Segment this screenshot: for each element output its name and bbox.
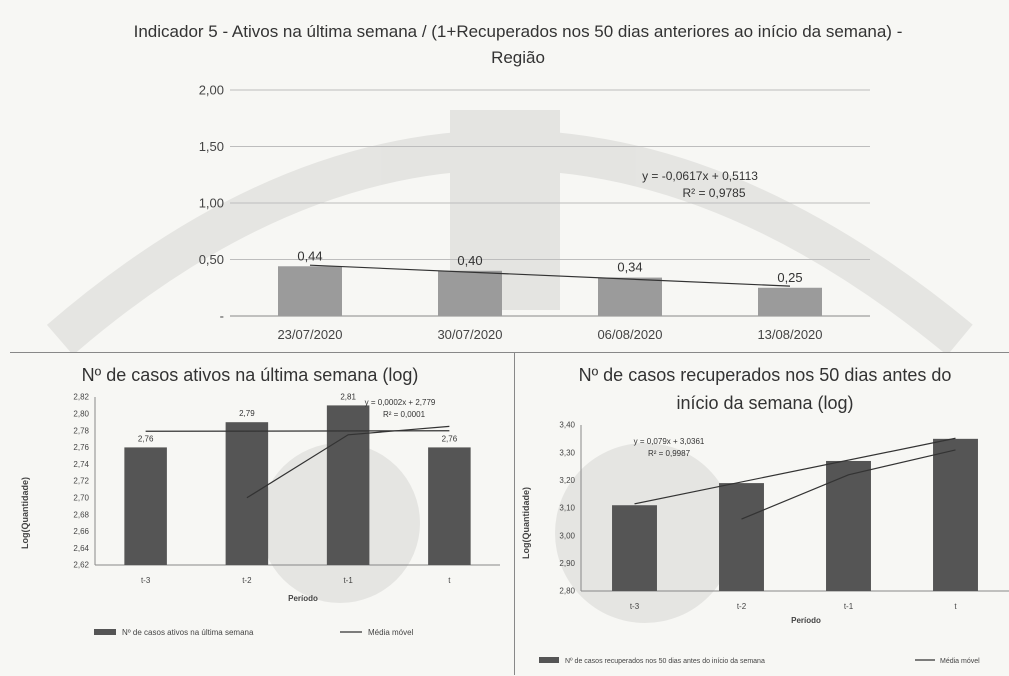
x-tick-label: t-2 [737, 602, 747, 611]
chart-title-line2: Região [491, 48, 545, 67]
x-tick-label: 13/08/2020 [757, 327, 822, 342]
chart-title-line1: Nº de casos recuperados nos 50 dias ante… [579, 365, 952, 385]
y-tick-label: 2,76 [73, 443, 89, 452]
y-tick-label: 3,10 [559, 504, 575, 513]
bar [124, 447, 167, 565]
bar [598, 277, 662, 316]
recovered-cases-svg: Nº de casos recuperados nos 50 dias ante… [521, 365, 1009, 665]
legend-line-label: Média móvel [368, 628, 414, 637]
x-tick-label: t-1 [844, 602, 854, 611]
data-label: 0,44 [297, 248, 322, 263]
legend-bar-swatch [94, 629, 116, 635]
trendline-equation: y = -0,0617x + 0,5113 [642, 169, 758, 183]
trendline-r-squared: R² = 0,0001 [383, 410, 426, 419]
indicador-5-svg: Indicador 5 - Ativos na última semana / … [46, 22, 973, 352]
y-tick-label: 2,00 [199, 82, 224, 97]
y-tick-label: 2,68 [73, 510, 89, 519]
y-tick-label: 3,20 [559, 476, 575, 485]
trendline-equation: y = 0,079x + 3,0361 [634, 437, 705, 446]
x-tick-label: 23/07/2020 [277, 327, 342, 342]
x-axis-label: Período [288, 594, 318, 603]
x-tick-label: 30/07/2020 [437, 327, 502, 342]
bar [719, 483, 764, 591]
bar [826, 460, 871, 591]
plot-area: 2,62 2,64 2,66 2,68 2,70 2,72 2,74 2,76 2,78 2,80… [73, 392, 500, 585]
y-tick-label: 2,78 [73, 426, 89, 435]
legend-line-label: Média móvel [940, 658, 980, 665]
chart-title-line1: Indicador 5 - Ativos na última semana / … [134, 22, 903, 41]
x-tick-label: t [954, 602, 957, 611]
y-tick-label: 2,90 [559, 559, 575, 568]
data-label: 0,25 [777, 270, 802, 285]
trendline-equation: y = 0,0002x + 2,779 [365, 398, 436, 407]
y-axis-label: Log(Quantidade) [521, 487, 531, 559]
data-label: 2,81 [340, 392, 356, 401]
x-tick-label: t-3 [141, 576, 151, 585]
active-cases-chart: Nº de casos ativos na última semana (log… [10, 352, 515, 675]
y-axis-label: Log(Quantidade) [20, 477, 30, 549]
trendline [145, 430, 450, 432]
x-tick-label: t-3 [630, 602, 640, 611]
data-label: 0,34 [617, 260, 642, 275]
chart-title: Nº de casos ativos na última semana (log… [82, 365, 419, 385]
bar [438, 270, 502, 316]
data-label: 2,79 [239, 409, 255, 418]
bar [758, 287, 822, 316]
data-label: 2,76 [138, 434, 154, 443]
y-tick-label: 2,72 [73, 477, 89, 486]
recovered-cases-chart: Nº de casos recuperados nos 50 dias ante… [515, 352, 1009, 675]
legend-bar-swatch [539, 657, 559, 663]
y-tick-label: 1,00 [199, 195, 224, 210]
y-tick-label: 2,80 [559, 587, 575, 596]
y-tick-label: 2,70 [73, 493, 89, 502]
plot-area: 2,80 2,90 3,00 3,10 3,20 3,30 3,40 t-3 t-2 t-1 t [559, 421, 1009, 611]
trendline-r-squared: R² = 0,9785 [682, 186, 745, 200]
y-tick-label: 2,64 [73, 544, 89, 553]
bar [326, 405, 370, 565]
indicador-5-chart: Indicador 5 - Ativos na última semana / … [46, 22, 973, 352]
moving-average-line [741, 449, 956, 520]
x-tick-label: t-1 [343, 576, 353, 585]
x-tick-label: 06/08/2020 [597, 327, 662, 342]
y-tick-label: 0,50 [199, 252, 224, 267]
y-tick-label: - [220, 308, 224, 323]
trendline-r-squared: R² = 0,9987 [648, 449, 691, 458]
y-tick-label: 2,66 [73, 527, 89, 536]
legend-bar-label: Nº de casos ativos na última semana [122, 628, 254, 637]
y-tick-label: 3,30 [559, 448, 575, 457]
bar [428, 447, 471, 565]
bar [612, 505, 657, 591]
y-tick-label: 1,50 [199, 139, 224, 154]
trendline [634, 437, 956, 505]
data-label: 2,76 [442, 434, 458, 443]
bar [278, 266, 342, 316]
y-tick-label: 3,40 [559, 421, 575, 430]
y-tick-label: 2,74 [73, 460, 89, 469]
x-tick-label: t-2 [242, 576, 252, 585]
plot-area: - 0,50 1,00 1,50 2,00 0,44 23/07/2020 0,40 30/07… [199, 82, 870, 342]
y-tick-label: 3,00 [559, 531, 575, 540]
moving-average-line [246, 425, 450, 499]
x-tick-label: t [448, 576, 451, 585]
data-label: 0,40 [457, 253, 482, 268]
legend-bar-label: Nº de casos recuperados nos 50 dias ante… [565, 658, 765, 665]
x-axis-label: Período [791, 616, 821, 625]
y-tick-label: 2,82 [73, 393, 89, 402]
trendline [309, 264, 791, 287]
y-tick-label: 2,80 [73, 409, 89, 418]
chart-title-line2: início da semana (log) [676, 393, 853, 413]
bar [933, 438, 978, 591]
bar [225, 422, 269, 565]
y-tick-label: 2,62 [73, 561, 89, 570]
background-watermark [46, 110, 973, 352]
active-cases-svg: Nº de casos ativos na última semana (log… [20, 365, 500, 637]
